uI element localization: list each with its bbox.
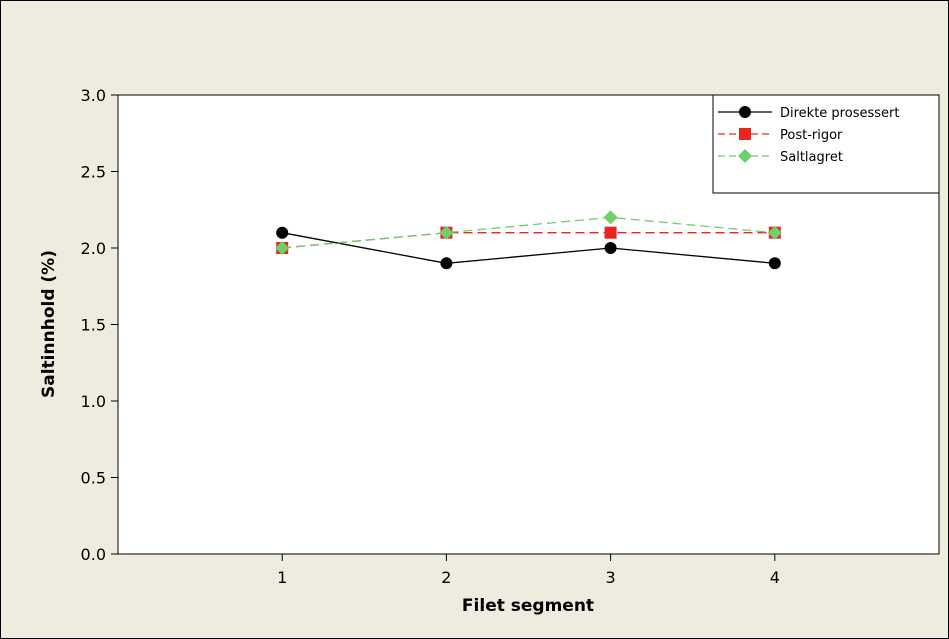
series-2-point-3 xyxy=(767,225,782,240)
series-2-point-2 xyxy=(603,210,618,225)
y-tick-label-2: 1.0 xyxy=(81,392,106,411)
x-axis: 1 2 3 4 xyxy=(277,554,780,587)
series-2-point-1 xyxy=(439,225,454,240)
legend-swatch-marker-0 xyxy=(739,106,751,118)
series-0-point-2 xyxy=(604,242,617,254)
y-tick-label-3: 1.5 xyxy=(81,316,106,335)
x-tick-label-2: 3 xyxy=(606,568,616,587)
x-axis-title: Filet segment xyxy=(462,596,594,616)
legend-item-1: Post-rigor xyxy=(718,128,843,143)
legend: Direkte prosessert Post-rigor Saltlagret xyxy=(712,94,940,194)
legend-label-0: Direkte prosessert xyxy=(780,106,899,121)
series-layer xyxy=(275,210,782,270)
y-tick-label-0: 0.0 xyxy=(81,545,106,564)
series-0-point-0 xyxy=(276,226,289,239)
legend-swatch-marker-1 xyxy=(739,128,751,140)
y-axis: 0.0 0.5 1.0 1.5 2.0 2.5 3.0 xyxy=(81,86,118,564)
series-0-point-1 xyxy=(440,257,453,270)
legend-label-2: Saltlagret xyxy=(780,150,843,165)
y-tick-label-6: 3.0 xyxy=(81,86,106,105)
y-tick-label-5: 2.5 xyxy=(81,163,106,182)
series-1-point-2 xyxy=(604,226,617,239)
x-tick-label-3: 4 xyxy=(770,568,780,587)
legend-item-0: Direkte prosessert xyxy=(718,106,899,121)
series-line-2 xyxy=(282,216,775,249)
legend-box xyxy=(712,94,940,194)
series-0-point-3 xyxy=(768,257,781,270)
y-tick-label-4: 2.0 xyxy=(81,239,106,258)
x-tick-label-1: 2 xyxy=(441,568,451,587)
x-tick-label-0: 1 xyxy=(277,568,287,587)
series-line-1 xyxy=(282,232,775,249)
series-0 xyxy=(276,226,781,270)
series-2-point-0 xyxy=(275,241,290,255)
legend-label-1: Post-rigor xyxy=(780,128,843,143)
series-2 xyxy=(275,210,782,255)
y-axis-title: Saltinnhold (%) xyxy=(39,250,59,398)
legend-item-2: Saltlagret xyxy=(718,149,843,165)
legend-swatch-marker-2 xyxy=(738,149,752,163)
series-line-0 xyxy=(282,232,775,264)
y-tick-label-1: 0.5 xyxy=(81,469,106,488)
